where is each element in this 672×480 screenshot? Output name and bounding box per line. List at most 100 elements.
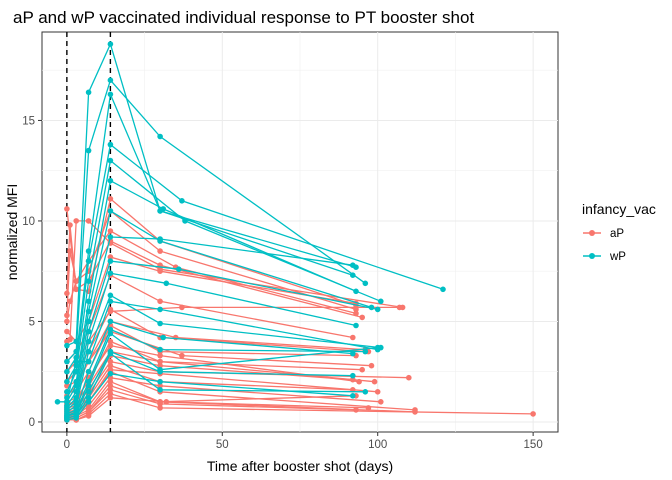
data-point: [350, 334, 356, 341]
data-point: [107, 370, 114, 377]
data-point: [107, 378, 114, 385]
data-point: [160, 206, 166, 212]
series-layer: [54, 41, 536, 423]
data-point: [179, 352, 185, 359]
subject-line: [66, 209, 372, 403]
data-point: [163, 399, 170, 405]
data-point: [64, 328, 70, 335]
data-point: [107, 358, 114, 365]
data-point: [107, 362, 114, 369]
data-point: [362, 348, 369, 355]
data-point: [362, 280, 369, 287]
data-point: [157, 133, 163, 140]
data-point: [64, 290, 70, 297]
data-point: [85, 399, 92, 405]
data-point: [160, 334, 166, 341]
data-point: [350, 393, 356, 399]
data-point: [85, 147, 92, 154]
data-point: [157, 236, 163, 242]
data-point: [157, 306, 163, 313]
data-point: [107, 395, 114, 401]
data-point: [157, 298, 163, 305]
data-point: [179, 304, 185, 311]
data-point: [107, 342, 114, 349]
y-tick-label: 15: [22, 115, 35, 127]
chart-title: aP and wP vaccinated individual response…: [13, 8, 474, 27]
data-point: [163, 280, 170, 287]
data-point: [365, 405, 372, 411]
data-point: [368, 362, 375, 369]
x-tick-label: 100: [368, 439, 387, 451]
data-point: [73, 218, 79, 224]
data-point: [85, 389, 92, 395]
data-point: [73, 415, 79, 421]
data-point: [107, 228, 114, 234]
data-point: [350, 262, 356, 269]
data-point: [157, 352, 163, 359]
data-point: [107, 177, 114, 184]
data-point: [85, 383, 92, 389]
data-point: [353, 310, 359, 317]
data-point: [73, 278, 79, 285]
data-point: [378, 399, 384, 405]
data-point: [176, 266, 182, 273]
data-point: [85, 278, 92, 285]
data-point: [378, 298, 384, 305]
data-point: [85, 89, 92, 96]
data-point: [85, 338, 92, 345]
data-point: [440, 286, 446, 293]
data-point: [157, 362, 163, 369]
data-point: [350, 272, 356, 279]
data-point: [107, 91, 114, 98]
legend-entry-wp: wP: [583, 251, 626, 263]
data-point: [157, 401, 163, 407]
x-axis-label: Time after booster shot (days): [207, 458, 393, 474]
data-point: [64, 368, 70, 375]
data-point: [530, 411, 536, 417]
subject-line: [66, 236, 353, 407]
legend-entry-ap: aP: [583, 228, 624, 240]
data-point: [85, 218, 92, 224]
data-point: [107, 391, 114, 397]
data-point: [107, 330, 114, 337]
legend-key-point: [589, 230, 595, 236]
data-point: [64, 318, 70, 325]
axis-ticks: 0 50 100 150 0 5 10 15: [22, 115, 543, 451]
data-point: [396, 304, 403, 311]
y-axis-label: normalized MFI: [4, 184, 20, 280]
data-point: [179, 198, 185, 204]
data-point: [54, 399, 61, 405]
data-point: [157, 248, 163, 254]
data-point: [353, 288, 359, 295]
data-point: [374, 344, 381, 351]
data-point: [64, 399, 70, 405]
data-point: [107, 208, 114, 214]
legend-title: infancy_vac: [582, 201, 656, 217]
data-point: [67, 222, 73, 228]
data-point: [85, 308, 92, 315]
data-point: [64, 206, 70, 212]
data-point: [359, 314, 366, 321]
data-point: [353, 322, 359, 329]
legend: infancy_vac aP wP: [582, 201, 656, 263]
data-point: [350, 350, 356, 357]
data-point: [374, 306, 381, 313]
x-tick-label: 150: [524, 439, 543, 451]
data-point: [107, 254, 114, 260]
data-point: [350, 376, 356, 383]
data-point: [107, 318, 114, 325]
data-point: [107, 234, 114, 240]
data-point: [85, 358, 92, 365]
data-point: [85, 328, 92, 335]
data-point: [85, 258, 92, 264]
data-point: [157, 268, 163, 275]
data-point: [107, 350, 114, 357]
data-point: [107, 41, 114, 47]
data-point: [64, 342, 70, 349]
data-point: [107, 258, 114, 264]
data-point: [107, 157, 114, 164]
data-point: [73, 358, 79, 365]
data-point: [64, 417, 70, 423]
data-point: [107, 292, 114, 299]
